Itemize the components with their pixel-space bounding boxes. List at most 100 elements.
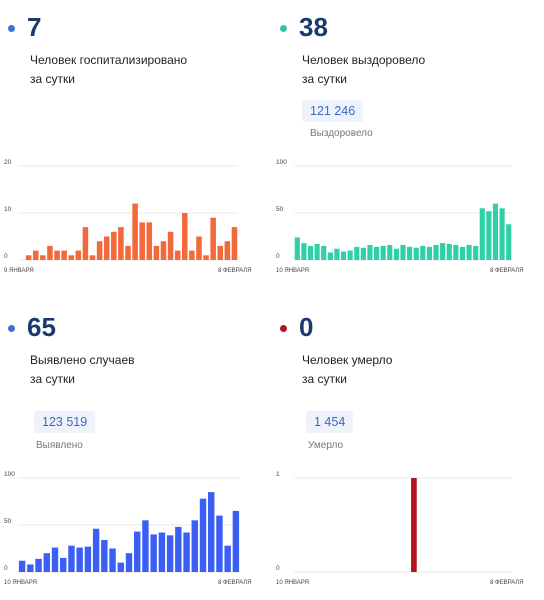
daily-count: 38 (299, 11, 328, 42)
bar (134, 531, 141, 572)
bar (75, 250, 82, 260)
bar (499, 208, 505, 260)
bar (153, 245, 160, 260)
bar (446, 244, 452, 260)
bar (139, 222, 145, 260)
description-line: Человек выздоровело (302, 53, 426, 67)
bar (433, 244, 439, 260)
bar (18, 560, 26, 572)
bar (32, 250, 39, 260)
bar (103, 236, 110, 260)
description-line: за сутки (302, 372, 347, 386)
bar (231, 227, 238, 260)
x-tick-label-end: 8 ФЕВРАЛЯ (218, 580, 252, 586)
bar (109, 548, 116, 572)
y-tick-label: 0 (4, 253, 8, 260)
bar (96, 241, 103, 260)
y-tick-label: 0 (276, 253, 280, 260)
bar (459, 246, 466, 260)
bar (232, 510, 240, 572)
x-tick-label-end: 8 ФЕВРАЛЯ (490, 268, 524, 274)
bar (175, 526, 182, 572)
bar (27, 564, 34, 572)
bar (166, 535, 174, 572)
bar (340, 251, 347, 260)
panel-header: 38 (280, 12, 328, 42)
panel-description: Человек госпитализировано за сутки (30, 51, 250, 89)
bar (354, 246, 360, 260)
bar (413, 247, 419, 260)
bar (400, 244, 406, 260)
bar (146, 222, 153, 260)
panel-description: Выявлено случаев за сутки (30, 351, 250, 389)
bar (142, 520, 149, 572)
y-tick-label: 50 (276, 206, 284, 213)
bullet-dot-icon (8, 324, 15, 332)
bar (224, 545, 231, 572)
bar (210, 217, 216, 260)
total-label: Выздоровело (310, 128, 373, 139)
bar (40, 255, 46, 260)
bar (216, 515, 223, 572)
bar (473, 245, 479, 260)
x-tick-label-start: 10 ЯНВАРЯ (4, 580, 37, 586)
bar (347, 250, 353, 260)
cases-bar-chart: 0 50 100 10 ЯНВАРЯ 8 ФЕВРАЛЯ (4, 471, 252, 586)
bar (492, 203, 499, 260)
bar (84, 546, 92, 572)
bar (407, 246, 413, 260)
cases-panel: 65 Выявлено случаев за сутки 123 519 Выя… (0, 300, 272, 600)
bar (76, 547, 83, 572)
y-tick-label: 100 (4, 471, 15, 478)
bar (132, 203, 138, 260)
bar (47, 245, 53, 260)
bar (486, 211, 492, 260)
bar (182, 213, 188, 260)
bar (453, 244, 459, 260)
bar (367, 244, 373, 260)
bullet-dot-icon (8, 24, 15, 32)
bar (196, 236, 202, 260)
description-line: Человек умерло (302, 353, 393, 367)
bar (61, 250, 67, 260)
bar (82, 227, 89, 260)
bar (191, 520, 198, 572)
bar (35, 558, 42, 572)
bar (393, 248, 399, 260)
bar (101, 540, 108, 572)
x-tick-label-start: 10 ЯНВАРЯ (276, 580, 309, 586)
description-line: Человек госпитализировано (30, 53, 188, 67)
y-tick-label: 100 (276, 159, 287, 166)
total-label: Умерло (308, 440, 344, 451)
bar (199, 498, 207, 572)
bar (440, 243, 446, 260)
panel-description: Человек умерло за сутки (302, 351, 522, 389)
bar (160, 241, 167, 260)
x-tick-label-end: 8 ФЕВРАЛЯ (490, 580, 524, 586)
total-badge: 1 454 (306, 411, 354, 433)
recovered-panel: 38 Человек выздоровело за сутки 121 246 … (272, 0, 544, 300)
bar (203, 255, 209, 260)
daily-count: 0 (299, 311, 314, 342)
bar (380, 245, 386, 260)
bar (327, 252, 333, 260)
bar (387, 244, 393, 260)
bar (479, 208, 485, 260)
description-line: за сутки (302, 72, 347, 86)
y-tick-label: 0 (4, 565, 8, 572)
bar (89, 255, 96, 260)
daily-count: 65 (27, 311, 56, 342)
y-tick-label: 10 (4, 206, 12, 213)
y-tick-label: 50 (4, 518, 12, 525)
bar (224, 241, 231, 260)
panel-header: 7 (8, 12, 41, 42)
hospitalized-panel: 7 Человек госпитализировано за сутки 0 10… (0, 0, 272, 300)
bar (167, 231, 174, 260)
bar (68, 255, 74, 260)
y-tick-label: 0 (276, 565, 280, 572)
bar (25, 255, 32, 260)
y-tick-label: 20 (4, 159, 12, 166)
bar (158, 532, 166, 572)
bar (466, 244, 472, 260)
panel-description: Человек выздоровело за сутки (302, 51, 522, 89)
